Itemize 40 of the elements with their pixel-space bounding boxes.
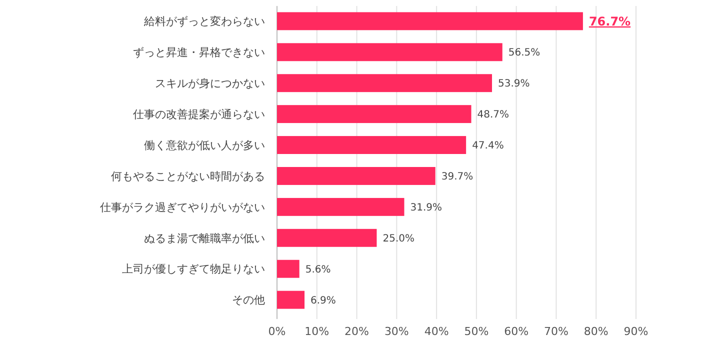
data-label: 76.7% (588, 14, 631, 28)
y-tick-label: ずっと昇進・昇格できない (133, 46, 265, 59)
bar (277, 290, 305, 309)
x-tick-label: 80% (584, 325, 608, 338)
y-tick-label: スキルが身につかない (155, 76, 265, 90)
y-tick-label: 給料がずっと変わらない (143, 15, 265, 28)
data-label: 25.0% (382, 233, 415, 244)
data-label: 56.5% (508, 48, 540, 59)
y-tick-label: 上司が優しすぎて物足りない (122, 262, 265, 276)
x-tick-label: 70% (544, 325, 568, 338)
bar (277, 136, 466, 154)
data-label: 48.7% (477, 110, 510, 121)
data-label: 31.9% (410, 202, 442, 214)
data-label: 5.6% (305, 264, 331, 276)
bar (277, 260, 300, 278)
bar (277, 12, 583, 30)
x-tick-label: 20% (344, 325, 370, 338)
data-label: 53.9% (498, 78, 530, 90)
bar (277, 105, 472, 124)
y-tick-label: 仕事がラク過ぎてやりがいがない (100, 200, 265, 214)
y-tick-label: ぬるま湯で離職率が低い (144, 232, 265, 245)
y-tick-label: 働く意欲が低い人が多い (144, 138, 265, 152)
data-label: 39.7% (441, 171, 474, 182)
bar (277, 43, 502, 62)
y-tick-label: 仕事の改善提案が通らない (133, 108, 265, 121)
x-tick-label: 40% (424, 325, 449, 338)
bar (277, 167, 436, 185)
data-label: 6.9% (310, 295, 336, 306)
bar (277, 198, 404, 216)
y-tick-label: 何もやることがない時間がある (111, 170, 265, 183)
x-tick-label: 60% (504, 325, 529, 338)
y-tick-label: その他 (232, 294, 265, 307)
data-label: 47.4% (472, 140, 504, 152)
x-tick-label: 10% (304, 325, 330, 338)
x-tick-label: 90% (624, 325, 648, 338)
x-tick-label: 30% (384, 325, 409, 338)
x-tick-label: 50% (464, 325, 489, 338)
bar (277, 228, 377, 247)
bar (277, 74, 492, 92)
x-tick-label: 0% (268, 325, 286, 338)
